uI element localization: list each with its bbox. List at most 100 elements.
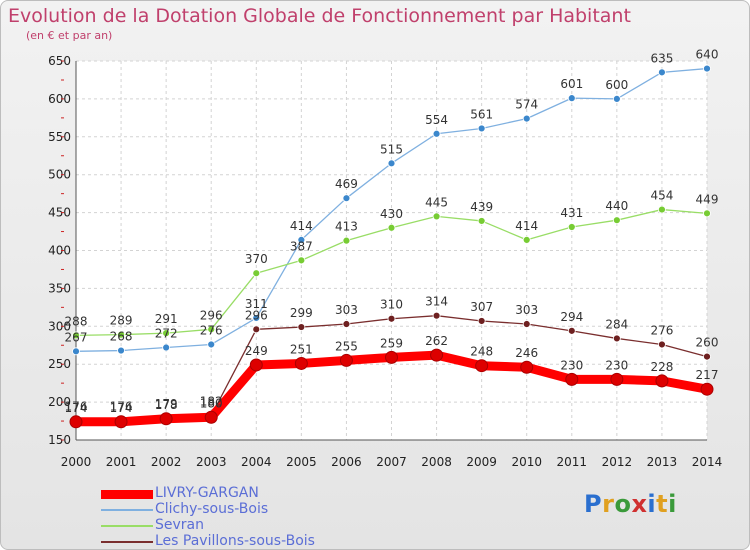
data-point-les-pavillons-sous-bois xyxy=(432,311,441,320)
data-label-sevran: 413 xyxy=(335,220,358,234)
x-tick-label: 2010 xyxy=(511,455,542,469)
data-point-clichy-sous-bois xyxy=(567,94,576,103)
data-label-clichy-sous-bois: 554 xyxy=(425,113,448,127)
x-tick-label: 2003 xyxy=(196,455,227,469)
x-tick-label: 2004 xyxy=(241,455,272,469)
data-point-sevran xyxy=(342,236,351,245)
data-label-sevran: 387 xyxy=(290,239,313,253)
logo-letter: t xyxy=(656,490,669,518)
data-label-clichy-sous-bois: 635 xyxy=(650,51,673,65)
data-point-livry-gargan xyxy=(249,358,263,372)
chart-title: Evolution de la Dotation Globale de Fonc… xyxy=(8,5,631,27)
logo-letter: x xyxy=(631,490,648,518)
data-label-clichy-sous-bois: 272 xyxy=(155,327,178,341)
data-label-clichy-sous-bois: 311 xyxy=(245,297,268,311)
y-tick-label: 650 xyxy=(48,54,71,68)
data-label-les-pavillons-sous-bois: 176 xyxy=(110,399,133,413)
data-point-les-pavillons-sous-bois xyxy=(477,317,486,325)
legend-swatch xyxy=(101,490,153,499)
data-point-sevran xyxy=(117,330,125,339)
data-point-clichy-sous-bois xyxy=(297,235,306,244)
data-point-clichy-sous-bois xyxy=(342,194,351,203)
data-point-sevran xyxy=(297,256,306,265)
data-label-sevran: 296 xyxy=(200,308,223,322)
data-label-livry-gargan: 262 xyxy=(425,334,448,348)
data-label-sevran: 449 xyxy=(696,192,719,206)
data-point-sevran xyxy=(162,329,171,338)
y-tick-label: 150 xyxy=(48,433,71,447)
data-point-livry-gargan xyxy=(385,350,398,364)
data-point-clichy-sous-bois xyxy=(207,340,216,349)
legend-label: Sevran xyxy=(155,517,204,533)
data-point-livry-gargan xyxy=(159,412,173,426)
data-label-clichy-sous-bois: 515 xyxy=(380,142,403,156)
data-label-sevran: 288 xyxy=(65,314,88,328)
proxiti-logo: Proxiti xyxy=(584,490,677,518)
x-tick-label: 2013 xyxy=(647,455,678,469)
data-point-clichy-sous-bois xyxy=(432,129,441,138)
data-label-clichy-sous-bois: 601 xyxy=(560,77,583,91)
data-label-sevran: 431 xyxy=(560,206,583,220)
x-tick-label: 2001 xyxy=(106,455,137,469)
y-tick-label: 350 xyxy=(48,281,71,295)
data-point-clichy-sous-bois xyxy=(162,343,171,352)
x-tick-label: 2008 xyxy=(421,455,452,469)
data-point-sevran xyxy=(522,235,531,244)
data-point-clichy-sous-bois xyxy=(658,68,666,77)
data-label-livry-gargan: 249 xyxy=(245,344,268,358)
data-label-clichy-sous-bois: 561 xyxy=(470,107,493,121)
logo-letter: r xyxy=(602,490,615,518)
data-point-sevran xyxy=(207,325,216,334)
data-point-les-pavillons-sous-bois xyxy=(522,320,531,328)
data-point-sevran xyxy=(387,223,396,232)
logo-letter: o xyxy=(614,490,632,518)
data-point-les-pavillons-sous-bois xyxy=(342,320,351,328)
data-label-les-pavillons-sous-bois: 260 xyxy=(696,336,719,350)
x-tick-label: 2012 xyxy=(602,455,633,469)
data-point-livry-gargan xyxy=(204,410,218,424)
data-point-les-pavillons-sous-bois xyxy=(387,314,396,323)
data-label-livry-gargan: 248 xyxy=(470,345,493,359)
data-label-les-pavillons-sous-bois: 303 xyxy=(515,303,538,317)
data-point-sevran xyxy=(567,223,576,231)
x-tick-label: 2006 xyxy=(331,455,362,469)
data-label-les-pavillons-sous-bois: 276 xyxy=(650,323,673,337)
data-point-sevran xyxy=(658,205,666,214)
data-point-sevran xyxy=(612,216,621,225)
x-tick-label: 2014 xyxy=(692,455,723,469)
data-label-livry-gargan: 228 xyxy=(650,360,673,374)
data-point-livry-gargan xyxy=(430,348,444,362)
data-label-livry-gargan: 251 xyxy=(290,342,313,356)
data-label-les-pavillons-sous-bois: 176 xyxy=(65,399,88,413)
data-point-livry-gargan xyxy=(69,415,83,429)
data-label-clichy-sous-bois: 600 xyxy=(605,78,628,92)
data-point-sevran xyxy=(477,217,486,225)
data-label-sevran: 291 xyxy=(155,312,178,326)
data-label-sevran: 454 xyxy=(650,189,673,203)
data-label-clichy-sous-bois: 414 xyxy=(290,219,313,233)
data-point-clichy-sous-bois xyxy=(117,346,125,355)
data-point-les-pavillons-sous-bois xyxy=(567,326,576,335)
y-tick-label: 400 xyxy=(48,244,71,258)
data-label-sevran: 445 xyxy=(425,195,448,209)
data-label-clichy-sous-bois: 268 xyxy=(110,330,133,344)
data-label-livry-gargan: 246 xyxy=(515,346,538,360)
data-point-les-pavillons-sous-bois xyxy=(612,334,621,343)
data-point-clichy-sous-bois xyxy=(72,347,80,356)
data-point-clichy-sous-bois xyxy=(612,95,621,103)
legend-swatch xyxy=(101,541,153,543)
legend-label: Les Pavillons-sous-Bois xyxy=(155,533,315,549)
data-label-sevran: 414 xyxy=(515,219,538,233)
data-point-clichy-sous-bois xyxy=(387,159,396,168)
logo-letter: P xyxy=(584,490,603,518)
data-point-les-pavillons-sous-bois xyxy=(658,340,666,349)
data-label-sevran: 370 xyxy=(245,252,268,266)
data-label-les-pavillons-sous-bois: 307 xyxy=(470,300,493,314)
data-point-clichy-sous-bois xyxy=(522,114,531,123)
data-point-livry-gargan xyxy=(475,359,489,373)
data-point-livry-gargan xyxy=(339,353,353,367)
data-label-livry-gargan: 174 xyxy=(110,401,133,415)
data-label-les-pavillons-sous-bois: 303 xyxy=(335,303,358,317)
